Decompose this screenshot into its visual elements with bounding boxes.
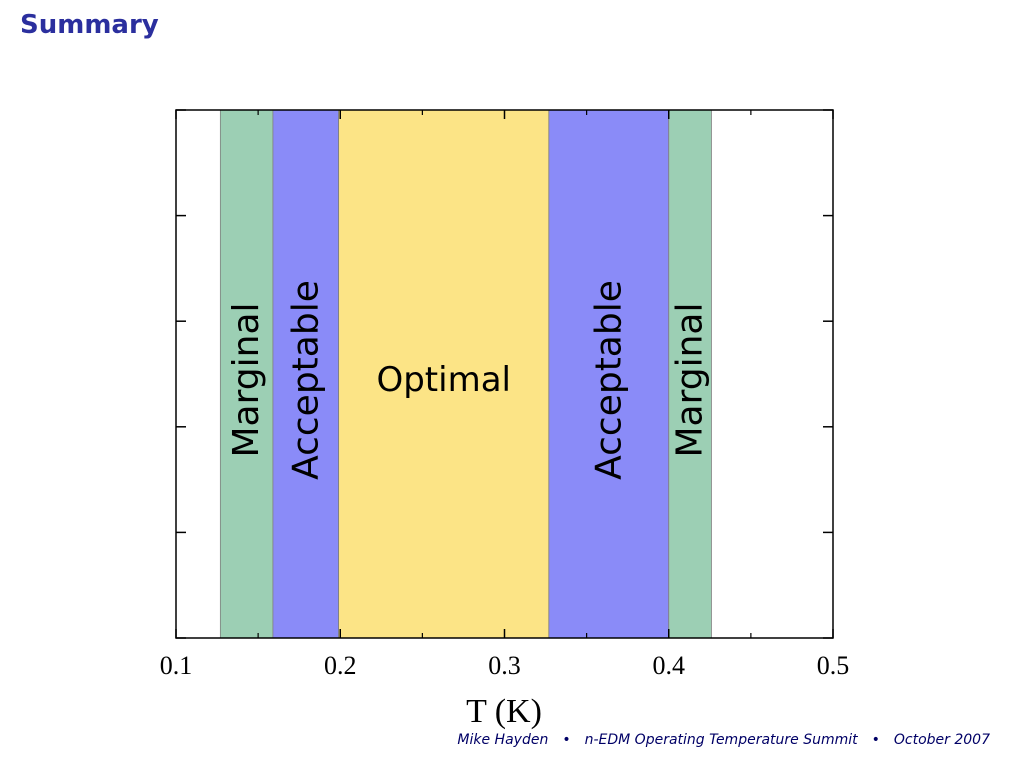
region-acceptable-3 [548, 109, 670, 639]
footer-event: n-EDM Operating Temperature Summit [584, 732, 858, 748]
footer-separator-1: • [562, 732, 571, 748]
region-marginal-0 [219, 109, 274, 639]
region-label-acceptable-3: Acceptable [588, 280, 629, 480]
footer-separator-2: • [871, 732, 880, 748]
footer: Mike Hayden • n-EDM Operating Temperature … [457, 732, 990, 748]
labels-layer: Marginal Acceptable Optimal Acceptable Margi… [226, 280, 710, 480]
footer-date: October 2007 [893, 732, 990, 748]
ticks-layer: 0.1 0.2 0.3 0.4 0.5 [160, 109, 850, 680]
region-label-marginal-4: Marginal [670, 302, 711, 457]
region-label-optimal-2: Optimal [376, 360, 511, 400]
region-label-marginal-0: Marginal [226, 302, 267, 457]
x-tick-label: 0.3 [488, 651, 521, 680]
x-axis-label: T (K) [466, 693, 542, 730]
x-tick-label: 0.2 [324, 651, 357, 680]
x-tick-label: 0.1 [160, 651, 193, 680]
region-optimal-2 [338, 109, 550, 639]
temperature-range-chart: 0.1 0.2 0.3 0.4 0.5 Marginal Acceptable Optima… [160, 109, 850, 730]
slide-title: Summary [20, 10, 159, 40]
regions-layer [219, 109, 712, 639]
x-tick-label: 0.4 [653, 651, 686, 680]
x-tick-label: 0.5 [817, 651, 850, 680]
region-label-acceptable-1: Acceptable [285, 280, 326, 480]
footer-author: Mike Hayden [457, 732, 549, 748]
